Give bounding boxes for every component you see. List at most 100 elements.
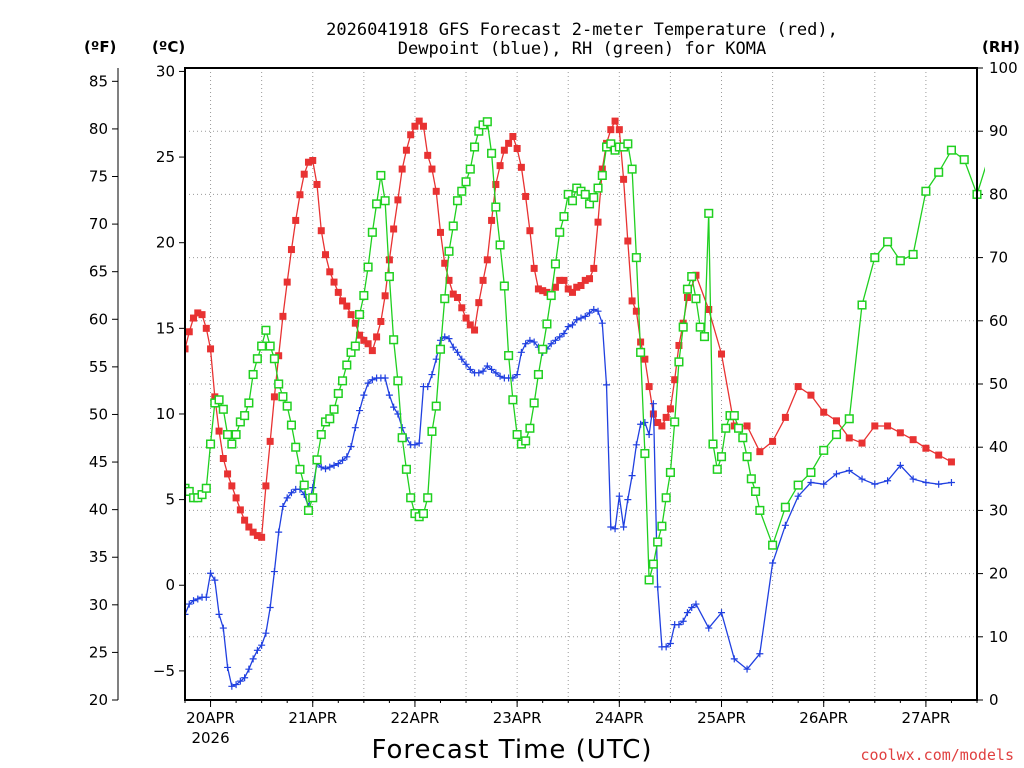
dewpoint-point — [884, 477, 892, 485]
temperature-point — [615, 126, 623, 134]
temperature-point — [658, 422, 666, 430]
dewpoint-point — [556, 333, 564, 341]
dewpoint-point — [411, 441, 419, 449]
dewpoint-point — [909, 475, 917, 483]
x-tick-label: 21APR — [288, 709, 337, 727]
temperature-point — [330, 278, 338, 286]
temperature-point — [428, 165, 436, 173]
temperature-point — [373, 333, 381, 341]
x-tick-label: 25APR — [697, 709, 746, 727]
temperature-point — [743, 422, 751, 430]
temperature-point — [326, 268, 334, 276]
temperature-point — [845, 434, 853, 442]
fahrenheit-tick-label: 20 — [89, 691, 108, 709]
rh-point — [367, 227, 377, 237]
rh-tick-label: 80 — [989, 185, 1008, 203]
rh-point — [499, 281, 509, 291]
dewpoint-point — [245, 665, 253, 673]
temperature-point — [654, 419, 662, 427]
fahrenheit-tick-label: 25 — [89, 643, 108, 661]
temperature-point — [526, 227, 534, 235]
temperature-point — [556, 276, 564, 284]
rh-point — [257, 341, 267, 351]
temperature-point — [419, 122, 427, 130]
dewpoint-point — [454, 348, 462, 356]
temperature-point — [236, 506, 244, 514]
rh-point — [712, 464, 722, 474]
dewpoint-point — [241, 674, 249, 682]
temperature-point — [594, 218, 602, 226]
rh-point — [640, 448, 650, 459]
rh-point — [831, 430, 842, 440]
rh-point — [870, 253, 880, 263]
rh-point — [883, 237, 893, 247]
rh-tick-label: 40 — [989, 438, 1008, 456]
rh-point — [546, 290, 556, 301]
dewpoint-point — [517, 348, 525, 356]
rh-point — [567, 196, 578, 206]
rh-point — [495, 240, 505, 250]
temperature-point — [671, 376, 679, 384]
temperature-point — [364, 340, 372, 348]
rh-point — [316, 430, 326, 440]
temperature-point — [598, 165, 606, 173]
dewpoint-point — [219, 624, 227, 632]
temperature-point — [266, 437, 274, 445]
temperature-point — [317, 227, 325, 235]
rh-tick-label: 30 — [989, 501, 1008, 519]
temperature-point — [215, 427, 223, 435]
temperature-point — [283, 278, 291, 286]
celsius-tick-label: 0 — [165, 576, 175, 594]
dewpoint-point — [756, 650, 764, 658]
temperature-point — [253, 532, 261, 540]
rh-point — [857, 300, 867, 310]
rh-point — [721, 423, 731, 433]
rh-point — [350, 341, 360, 351]
rh-point — [751, 486, 761, 496]
dewpoint-point — [496, 372, 504, 380]
dewpoint-point — [385, 391, 393, 399]
temperature-point — [339, 297, 347, 305]
temperature-point — [769, 437, 777, 445]
rh-point — [431, 401, 441, 411]
celsius-tick-label: 15 — [156, 319, 175, 337]
dewpoint-point — [347, 443, 355, 451]
temperature-point — [411, 122, 419, 130]
temperature-point — [185, 345, 189, 353]
dewpoint-point — [475, 369, 483, 377]
x-tick-label: 26APR — [799, 709, 848, 727]
dewpoint-point — [215, 610, 223, 618]
temperature-point — [832, 417, 840, 425]
temperature-point — [505, 139, 513, 147]
dewpoint-point — [317, 463, 325, 471]
temperature-point — [381, 292, 389, 300]
dewpoint-point — [262, 629, 270, 637]
rh-point — [214, 395, 224, 405]
rh-point — [308, 493, 318, 503]
celsius-tick-label: 20 — [156, 234, 175, 252]
dewpoint-point — [679, 617, 687, 625]
temperature-point — [564, 285, 572, 293]
dewpoint-point — [922, 478, 930, 486]
dewpoint-point — [675, 621, 683, 629]
temperature-point — [718, 350, 726, 358]
x-tick-sublabel: 2026 — [191, 729, 229, 747]
rh-point — [780, 502, 790, 512]
plot-frame — [184, 67, 978, 701]
temperature-point — [445, 276, 453, 284]
temperature-point — [645, 383, 653, 391]
dewpoint-point — [794, 492, 802, 500]
dewpoint-point — [637, 420, 645, 428]
dewpoint-point — [769, 559, 777, 567]
fahrenheit-tick-label: 85 — [89, 72, 108, 90]
temperature-point — [441, 259, 449, 267]
dewpoint-point — [258, 641, 266, 649]
rh-point — [384, 272, 394, 282]
temperature-point — [304, 158, 312, 166]
temperature-point — [922, 444, 930, 452]
dewpoint-point — [488, 365, 496, 373]
dewpoint-point — [564, 323, 572, 331]
unit-label-celsius: (ºC) — [152, 38, 185, 56]
temperature-point — [207, 345, 215, 353]
dewpoint-point — [185, 600, 193, 608]
